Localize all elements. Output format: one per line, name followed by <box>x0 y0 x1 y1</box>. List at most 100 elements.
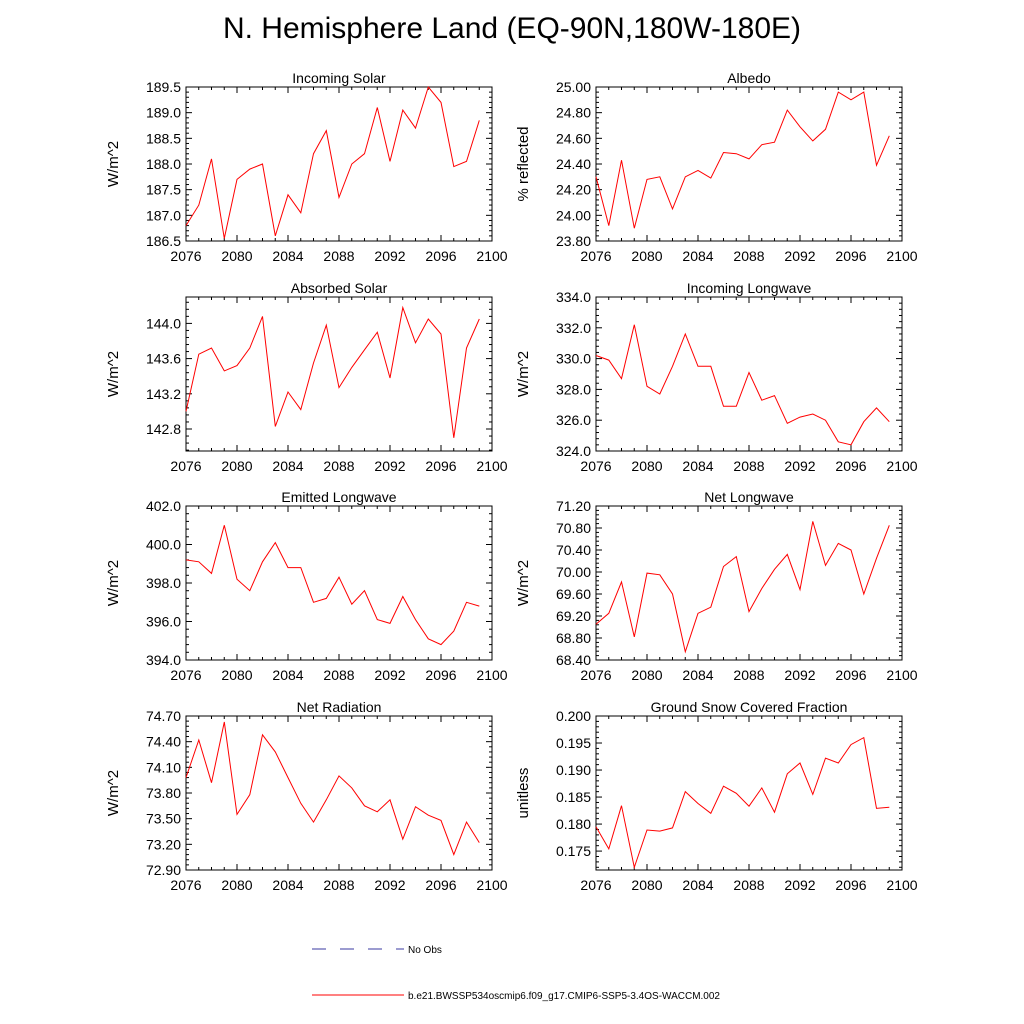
y-axis-label: W/m^2 <box>105 351 122 397</box>
x-tick-label: 2084 <box>272 667 303 683</box>
x-tick-label: 2096 <box>425 877 456 893</box>
y-tick-label: 24.40 <box>556 156 591 172</box>
panel-title: Net Radiation <box>297 699 382 715</box>
plot-frame <box>185 715 493 871</box>
x-tick-label: 2096 <box>425 248 456 264</box>
y-tick-label: 74.70 <box>146 708 181 724</box>
x-tick-label: 2088 <box>733 458 764 474</box>
series-line <box>185 85 480 239</box>
panel-3: Absorbed Solar W/m^2 2076 2080 2084 2088 2092 2… <box>105 280 508 474</box>
y-tick-label: 144.0 <box>146 315 181 331</box>
x-tick-label: 2096 <box>425 458 456 474</box>
y-tick-label: 70.40 <box>556 542 591 558</box>
y-tick-label: 69.60 <box>556 586 591 602</box>
y-tick-label: 0.195 <box>556 735 591 751</box>
y-tick-label: 73.80 <box>146 785 181 801</box>
y-tick-label: 23.80 <box>556 233 591 249</box>
plot-frame <box>595 296 903 452</box>
y-tick-label: 187.0 <box>146 207 181 223</box>
x-tick-label: 2096 <box>835 877 866 893</box>
x-tick-label: 2100 <box>886 877 917 893</box>
panel-5: Emitted Longwave W/m^2 2076 2080 2084 2088 209… <box>105 489 508 683</box>
x-tick-label: 2076 <box>170 458 201 474</box>
x-tick-label: 2096 <box>835 458 866 474</box>
x-tick-label: 2100 <box>476 667 507 683</box>
y-tick-label: 188.5 <box>146 130 181 146</box>
series-line <box>185 305 480 438</box>
plot-frame <box>595 505 903 661</box>
x-tick-label: 2092 <box>374 248 405 264</box>
x-tick-label: 2088 <box>323 877 354 893</box>
legend: No Obs b.e21.BWSSP534oscmip6.f09_g17.CMI… <box>312 945 720 1002</box>
x-tick-label: 2084 <box>272 458 303 474</box>
y-tick-label: 70.00 <box>556 564 591 580</box>
x-tick-label: 2092 <box>374 877 405 893</box>
y-tick-label: 396.0 <box>146 614 181 630</box>
panel-8: Ground Snow Covered Fraction unitless 2076… <box>515 699 918 893</box>
y-tick-label: 68.40 <box>556 652 591 668</box>
x-tick-label: 2092 <box>784 877 815 893</box>
y-tick-label: 24.20 <box>556 182 591 198</box>
series-line <box>595 736 890 870</box>
x-tick-label: 2084 <box>272 877 303 893</box>
x-tick-label: 2076 <box>580 458 611 474</box>
plot-frame <box>595 86 903 242</box>
series-line <box>595 324 890 446</box>
x-tick-label: 2080 <box>221 667 252 683</box>
x-tick-label: 2084 <box>682 248 713 264</box>
x-tick-label: 2080 <box>631 877 662 893</box>
y-tick-label: 74.40 <box>146 734 181 750</box>
x-tick-label: 2076 <box>170 667 201 683</box>
x-tick-label: 2080 <box>221 458 252 474</box>
main-title: N. Hemisphere Land (EQ-90N,180W-180E) <box>222 12 802 45</box>
panel-6: Net Longwave W/m^2 2076 2080 2084 2088 2092 209… <box>515 489 918 683</box>
x-tick-label: 2088 <box>323 458 354 474</box>
y-tick-label: 398.0 <box>146 575 181 591</box>
y-tick-label: 330.0 <box>556 351 591 367</box>
y-tick-label: 402.0 <box>146 498 181 514</box>
y-axis-label: W/m^2 <box>105 560 122 606</box>
y-tick-label: 68.80 <box>556 630 591 646</box>
y-tick-label: 73.50 <box>146 811 181 827</box>
panel-title: Ground Snow Covered Fraction <box>651 699 848 715</box>
y-tick-label: 0.200 <box>556 708 591 724</box>
y-tick-label: 142.8 <box>146 421 181 437</box>
legend-model-label: b.e21.BWSSP534oscmip6.f09_g17.CMIP6-SSP5… <box>408 991 720 1002</box>
x-tick-label: 2088 <box>323 667 354 683</box>
y-tick-label: 324.0 <box>556 443 591 459</box>
y-axis-label: % reflected <box>515 126 532 201</box>
y-tick-label: 189.5 <box>146 79 181 95</box>
x-tick-label: 2080 <box>631 667 662 683</box>
x-tick-label: 2080 <box>631 458 662 474</box>
x-tick-label: 2092 <box>784 458 815 474</box>
panel-title: Net Longwave <box>704 489 794 505</box>
x-tick-label: 2088 <box>733 667 764 683</box>
y-tick-label: 189.0 <box>146 105 181 121</box>
panel-2: Albedo % reflected 2076 2080 2084 2088 2092 209… <box>515 70 918 264</box>
x-tick-label: 2084 <box>272 248 303 264</box>
y-tick-label: 326.0 <box>556 412 591 428</box>
y-tick-label: 71.20 <box>556 498 591 514</box>
y-tick-label: 394.0 <box>146 652 181 668</box>
x-tick-label: 2080 <box>631 248 662 264</box>
panel-title: Incoming Longwave <box>687 280 812 296</box>
x-tick-label: 2100 <box>476 248 507 264</box>
x-tick-label: 2100 <box>476 458 507 474</box>
x-tick-label: 2088 <box>323 248 354 264</box>
y-axis-label: W/m^2 <box>515 560 532 606</box>
y-tick-label: 186.5 <box>146 233 181 249</box>
x-tick-label: 2096 <box>835 248 866 264</box>
plot-frame <box>185 505 493 661</box>
plot-frame <box>595 715 903 871</box>
x-tick-label: 2092 <box>784 248 815 264</box>
y-tick-label: 70.80 <box>556 520 591 536</box>
y-tick-label: 25.00 <box>556 79 591 95</box>
y-tick-label: 74.10 <box>146 759 181 775</box>
x-tick-label: 2076 <box>580 667 611 683</box>
x-tick-label: 2080 <box>221 877 252 893</box>
panel-title: Incoming Solar <box>292 70 386 86</box>
y-axis-label: unitless <box>515 768 532 819</box>
y-tick-label: 24.00 <box>556 207 591 223</box>
y-tick-label: 0.175 <box>556 843 591 859</box>
